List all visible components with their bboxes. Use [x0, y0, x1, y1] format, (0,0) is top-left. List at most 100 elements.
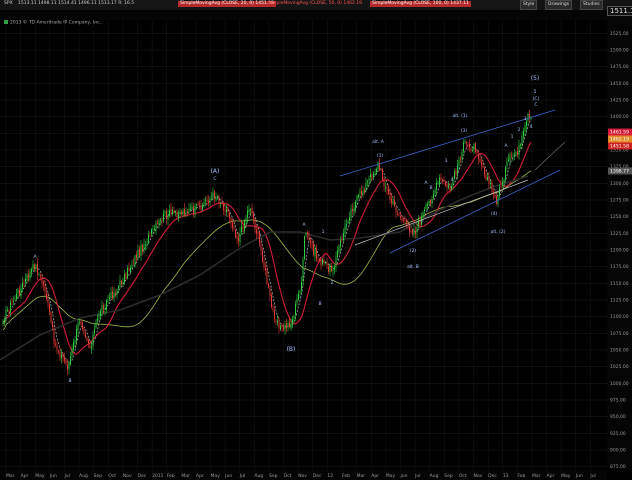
studies-button[interactable]: Studies [580, 0, 603, 10]
x-tick-label: Nov [123, 473, 132, 479]
wave-label: B [318, 301, 321, 307]
price-tag-box [608, 128, 632, 136]
wave-label: A [302, 222, 306, 228]
candle-body [376, 168, 377, 173]
y-tick-label: 925.00 [610, 431, 626, 437]
y-tick-label: 975.00 [610, 398, 626, 404]
candle-body [331, 265, 332, 272]
candle-body [152, 229, 154, 231]
candle-body [293, 316, 295, 319]
candle-body [163, 213, 164, 221]
x-tick-label: Apr [21, 473, 29, 479]
copyright-line: 2013 © TD Ameritrade IP Company, Inc. [4, 20, 101, 26]
candle-body [398, 214, 400, 215]
candle-body [400, 215, 401, 218]
candle-body [218, 196, 220, 204]
candle-body [499, 186, 500, 196]
candle-body [89, 343, 91, 349]
y-tick-label: 1100.00 [610, 314, 629, 320]
candle-body [439, 177, 440, 185]
candle-body [436, 182, 437, 190]
wave-label: C [534, 102, 537, 108]
x-tick-label: Jul [589, 473, 595, 479]
wave-label: alt. (1) [452, 113, 467, 119]
candle-body [395, 207, 397, 213]
candle-body [371, 175, 373, 179]
candle-body [358, 194, 359, 197]
candle-body [58, 351, 59, 353]
candle-body [44, 285, 46, 292]
candle-body [199, 203, 200, 205]
candle-body [200, 205, 202, 210]
candle-body [112, 291, 113, 299]
candle-body [263, 261, 265, 267]
x-tick-label: Nov [298, 473, 307, 479]
candle-body [349, 217, 350, 221]
candle-body [362, 190, 364, 194]
candle-body [53, 328, 55, 344]
candle-body [106, 300, 107, 310]
candle-body [239, 233, 241, 243]
candle-body [43, 281, 44, 285]
candle-body [505, 167, 506, 181]
candle-body [130, 267, 131, 272]
candle-body [364, 189, 365, 192]
candle-body [406, 220, 407, 223]
wave-label: 1 [511, 134, 514, 140]
x-tick-label: Apr [371, 473, 379, 479]
wave-label: (B) [287, 346, 296, 353]
candle-body [109, 297, 110, 300]
candle-body [148, 234, 149, 243]
candle-body [101, 305, 103, 312]
candle-body [190, 209, 191, 210]
candle-body [529, 113, 530, 118]
candle-body [37, 263, 38, 275]
candle-body [338, 246, 340, 252]
candle-body [374, 172, 376, 174]
candle-body [124, 274, 125, 283]
candle-body [50, 311, 52, 323]
ma1-label: SimpleMovingAvg (CLOSE, 20, 0) 1451.58 [178, 1, 276, 7]
y-tick-label: 1075.00 [610, 331, 629, 337]
candle-body [247, 210, 248, 218]
candle-body [88, 339, 89, 345]
candle-body [29, 271, 31, 279]
candle-body [418, 220, 419, 227]
x-tick-label: Sep [444, 473, 453, 479]
candle-body [298, 293, 299, 300]
candle-body [169, 210, 170, 217]
candle-body [272, 308, 274, 310]
x-tick-label: Jun [399, 473, 407, 479]
candle-body [118, 286, 119, 289]
candle-body [503, 179, 505, 183]
x-tick-label: Apr [547, 473, 555, 479]
candle-body [457, 165, 458, 175]
candle-body [431, 199, 433, 204]
candle-body [512, 155, 514, 157]
x-tick-label: Sep [94, 473, 103, 479]
symbol-label[interactable]: SPX [4, 1, 13, 6]
candle-body [373, 173, 374, 178]
candle-body [281, 325, 283, 327]
drawings-button[interactable]: Drawings [545, 0, 573, 10]
candle-body [304, 236, 305, 260]
candle-body [310, 240, 311, 244]
candle-body [491, 182, 493, 193]
candle-body [155, 223, 157, 231]
candle-body [386, 188, 388, 190]
ohlc-readout: 1513.11 1498.11 1514.41 1496.11 1513.17 … [18, 1, 135, 6]
candle-body [74, 340, 76, 344]
candle-body [217, 197, 218, 199]
style-button[interactable]: Style [520, 0, 538, 10]
candle-body [157, 222, 158, 224]
candle-body [343, 232, 344, 241]
candle-body [464, 141, 466, 143]
candle-body [353, 207, 355, 212]
candle-body [368, 178, 370, 181]
candle-body [388, 189, 389, 194]
candle-body [484, 167, 485, 175]
x-tick-label: 12 [327, 473, 333, 479]
candle-body [95, 322, 97, 329]
candle-body [14, 299, 16, 301]
